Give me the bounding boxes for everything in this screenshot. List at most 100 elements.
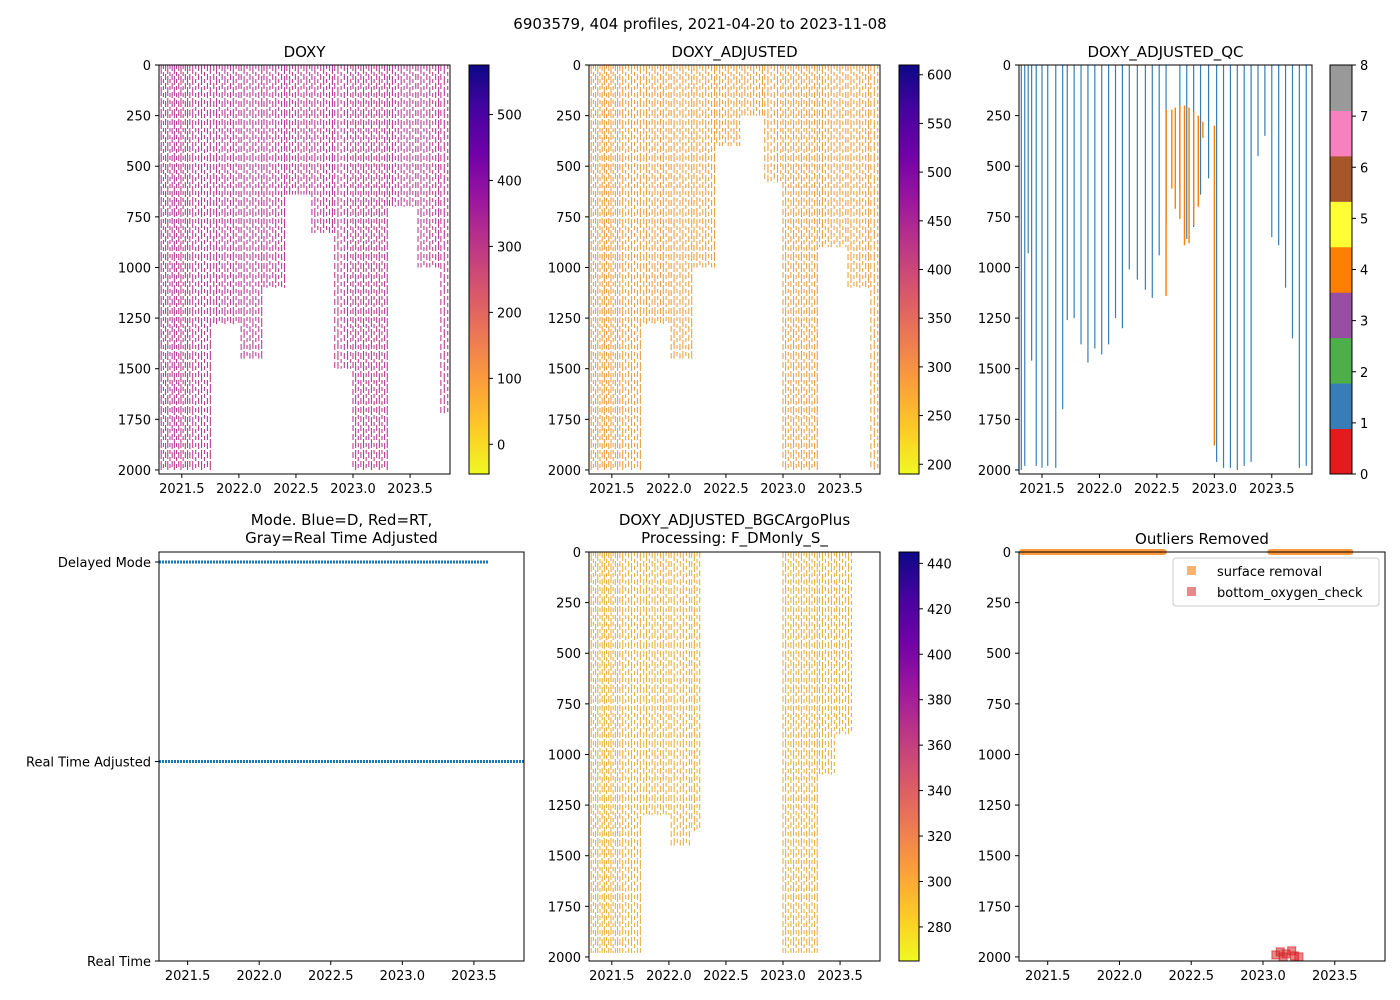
doxy_adj-ytick-label: 1750 — [548, 413, 581, 428]
bgc-xtick-label: 2022.5 — [703, 969, 749, 984]
bgc-colorbar-tick-label: 420 — [927, 603, 952, 618]
mode-xtick-label: 2022.0 — [236, 969, 282, 984]
doxy_qc-colorbar-band — [1330, 337, 1352, 384]
outliers-ytick-label: 2000 — [978, 951, 1011, 966]
doxy-ytick-label: 750 — [126, 211, 151, 226]
bgc-xtick-label: 2022.0 — [646, 969, 692, 984]
doxy_qc-colorbar-tick-label: 1 — [1360, 417, 1368, 432]
doxy_qc-colorbar-band — [1330, 65, 1352, 111]
doxy-ytick-label: 1000 — [118, 261, 151, 276]
doxy_qc-colorbar-band — [1330, 292, 1352, 339]
doxy_adj-colorbar-tick-label: 500 — [927, 166, 952, 181]
outliers-xtick-label: 2023.0 — [1240, 969, 1286, 984]
bgc-ytick-label: 1500 — [548, 850, 581, 865]
doxy_adj-xtick-label: 2023.0 — [760, 482, 806, 497]
bgc-ytick-label: 750 — [556, 698, 581, 713]
mode-ytick-label: Real Time Adjusted — [26, 755, 151, 770]
doxy_adj-xtick-label: 2021.5 — [589, 482, 635, 497]
outliers-ytick-label: 1000 — [978, 748, 1011, 763]
mode-xtick-label: 2021.5 — [165, 969, 211, 984]
doxy_adj-colorbar-tick-label: 400 — [927, 264, 952, 279]
outliers-legend-marker-bottom — [1187, 587, 1196, 596]
bgc-title-line2: Processing: F_DMonly_S_ — [641, 529, 828, 548]
doxy_qc-ytick-label: 250 — [986, 110, 1011, 125]
outliers-bottom-oxygen-point — [1294, 952, 1304, 962]
outliers-xtick-label: 2021.5 — [1025, 969, 1071, 984]
doxy_qc-xtick-label: 2023.0 — [1192, 482, 1238, 497]
outliers-ytick-label: 1750 — [978, 900, 1011, 915]
doxy-ytick-label: 2000 — [118, 464, 151, 479]
doxy_qc-ytick-label: 0 — [1003, 59, 1011, 74]
bgc-profiles — [589, 552, 853, 953]
bgc-colorbar-tick-label: 440 — [927, 557, 952, 572]
outliers-legend-label-bottom: bottom_oxygen_check — [1217, 586, 1363, 601]
outliers-ytick-label: 1500 — [978, 850, 1011, 865]
doxy_adj-ytick-label: 1500 — [548, 363, 581, 378]
doxy_adj-colorbar-fill — [899, 65, 919, 474]
doxy_qc-xtick-label: 2022.5 — [1134, 482, 1180, 497]
bgc-ytick-label: 500 — [556, 647, 581, 662]
outliers-ytick-label: 250 — [986, 597, 1011, 612]
doxy_adj-colorbar-tick-label: 300 — [927, 361, 952, 376]
bgc-ytick-label: 1750 — [548, 900, 581, 915]
doxy-colorbar-tick-label: 400 — [497, 174, 522, 189]
doxy_qc-axes-frame — [1018, 64, 1313, 475]
bgc-ytick-label: 1000 — [548, 748, 581, 763]
doxy-colorbar-tick-label: 200 — [497, 306, 522, 321]
doxy_adj-ytick-label: 500 — [556, 160, 581, 175]
doxy_adj-colorbar-tick-label: 250 — [927, 410, 952, 425]
doxy-xtick-label: 2022.5 — [273, 482, 319, 497]
doxy_qc-xtick-label: 2021.5 — [1019, 482, 1065, 497]
doxy-ytick-label: 1500 — [118, 363, 151, 378]
outliers-xtick-label: 2022.5 — [1168, 969, 1214, 984]
doxy-colorbar-tick-label: 300 — [497, 240, 522, 255]
doxy_qc-ytick-label: 2000 — [978, 464, 1011, 479]
doxy_qc-colorbar-tick-label: 3 — [1360, 315, 1368, 330]
doxy-ytick-label: 1250 — [118, 312, 151, 327]
mode-xtick-label: 2023.0 — [380, 969, 426, 984]
doxy_adj-ytick-label: 0 — [573, 59, 581, 74]
doxy_qc-colorbar-tick-label: 8 — [1360, 59, 1368, 74]
doxy_adj-xtick-label: 2022.5 — [703, 482, 749, 497]
doxy_qc-colorbar-tick-label: 0 — [1360, 468, 1368, 483]
bgc-ytick-label: 0 — [573, 546, 581, 561]
bgc-xtick-label: 2021.5 — [589, 969, 635, 984]
doxy-profiles — [159, 65, 449, 470]
mode-title-line2: Gray=Real Time Adjusted — [245, 529, 438, 547]
doxy_adj-ytick-label: 750 — [556, 211, 581, 226]
bgc-xtick-label: 2023.0 — [760, 969, 806, 984]
doxy_qc-colorbar-tick-label: 7 — [1360, 110, 1368, 125]
mode-xtick-label: 2023.5 — [451, 969, 497, 984]
bgc-colorbar-tick-label: 340 — [927, 785, 952, 800]
bgc-axes-frame — [588, 551, 881, 962]
doxy_qc-colorbar-band — [1330, 383, 1352, 430]
bgc-ytick-label: 1250 — [548, 799, 581, 814]
doxy_adj-ytick-label: 1250 — [548, 312, 581, 327]
bgc-title-line1: DOXY_ADJUSTED_BGCArgoPlus — [619, 511, 850, 530]
bgc-xtick-label: 2023.5 — [817, 969, 863, 984]
doxy_adj-colorbar-tick-label: 600 — [927, 69, 952, 84]
doxy_adj-xtick-label: 2023.5 — [817, 482, 863, 497]
doxy-xtick-label: 2023.0 — [330, 482, 376, 497]
bgc-colorbar-tick-label: 280 — [927, 921, 952, 936]
bgc-ytick-label: 250 — [556, 597, 581, 612]
doxy_qc-ytick-label: 1250 — [978, 312, 1011, 327]
mode-ytick-label: Real Time — [87, 955, 151, 970]
doxy-title: DOXY — [284, 43, 327, 61]
doxy-ytick-label: 0 — [143, 59, 151, 74]
doxy_qc-colorbar-band — [1330, 201, 1352, 248]
mode-xtick-label: 2022.5 — [308, 969, 354, 984]
doxy_qc-profiles — [1020, 65, 1307, 470]
doxy-colorbar-tick-label: 0 — [497, 438, 505, 453]
outliers-ytick-label: 1250 — [978, 799, 1011, 814]
doxy_qc-colorbar-tick-label: 5 — [1360, 212, 1368, 227]
doxy_adj-profiles — [589, 65, 879, 470]
doxy_adj-colorbar-tick-label: 450 — [927, 215, 952, 230]
bgc-colorbar-tick-label: 380 — [927, 694, 952, 709]
doxy_adj-ytick-label: 250 — [556, 110, 581, 125]
doxy_qc-xtick-label: 2022.0 — [1077, 482, 1123, 497]
mode-title-line1: Mode. Blue=D, Red=RT, — [251, 511, 433, 529]
doxy_qc-xtick-label: 2023.5 — [1249, 482, 1295, 497]
doxy_adj-colorbar-tick-label: 550 — [927, 117, 952, 132]
